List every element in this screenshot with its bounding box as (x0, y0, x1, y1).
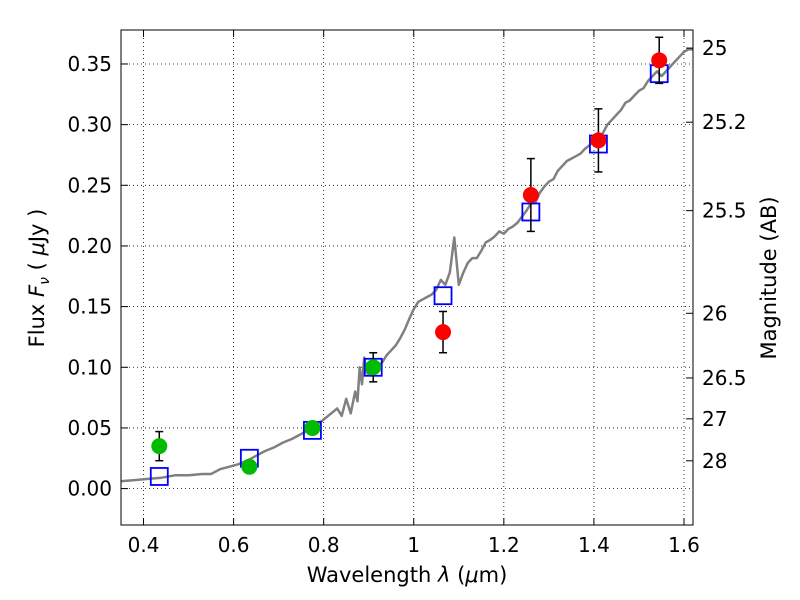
observed-flux-point (151, 438, 168, 455)
axes: 0.4 0.6 0.8 1 1.2 1.4 1.6 0.00 0.05 0.10 0.15 0.20 0… (67, 30, 747, 557)
x-tick-label: 0.8 (308, 533, 340, 557)
grid-lines (121, 30, 693, 525)
y-tick-label: 0.25 (67, 173, 112, 197)
observed-flux-point (435, 324, 452, 341)
y2-tick-label: 26.5 (702, 366, 747, 390)
y-tick-label: 0.00 (67, 477, 112, 501)
x-tick-label: 1.2 (488, 533, 520, 557)
y2-tick-label: 28 (702, 449, 727, 473)
y2-tick-label: 25.5 (702, 199, 747, 223)
y-tick-label: 0.35 (67, 52, 112, 76)
model-spectrum-line (121, 48, 693, 483)
observed-flux-point (304, 419, 321, 436)
observed-flux-point (365, 359, 382, 376)
x-tick-label: 1.6 (668, 533, 700, 557)
x-tick-label: 1 (407, 533, 420, 557)
x-tick-label: 0.6 (218, 533, 250, 557)
y-tick-label: 0.05 (67, 416, 112, 440)
y2-tick-label: 25.2 (702, 110, 747, 134)
y2-tick-label: 25 (702, 36, 727, 60)
observed-flux-point (522, 187, 539, 203)
data-layer (121, 36, 693, 486)
y2-tick-label: 26 (702, 301, 727, 325)
y-tick-label: 0.10 (67, 355, 112, 379)
y-tick-label: 0.30 (67, 113, 112, 137)
observed-flux-point (590, 132, 607, 149)
y2-axis-label: Magnitude (AB) (757, 196, 781, 359)
x-tick-label: 1.4 (578, 533, 610, 557)
observed-flux-point (241, 458, 258, 475)
model-flux-square (149, 467, 169, 486)
y-tick-label: 0.15 (67, 295, 112, 319)
y-tick-label: 0.20 (67, 234, 112, 258)
model-flux-square (433, 286, 453, 306)
x-axis-label: Wavelength λ (μm) (307, 563, 508, 587)
plot-frame (120, 29, 694, 526)
y-axis-label: Flux Fν ( μJy ) (25, 209, 53, 348)
x-tick-label: 0.4 (128, 533, 160, 557)
y2-tick-label: 27 (702, 407, 727, 431)
observed-flux-point (651, 52, 668, 69)
